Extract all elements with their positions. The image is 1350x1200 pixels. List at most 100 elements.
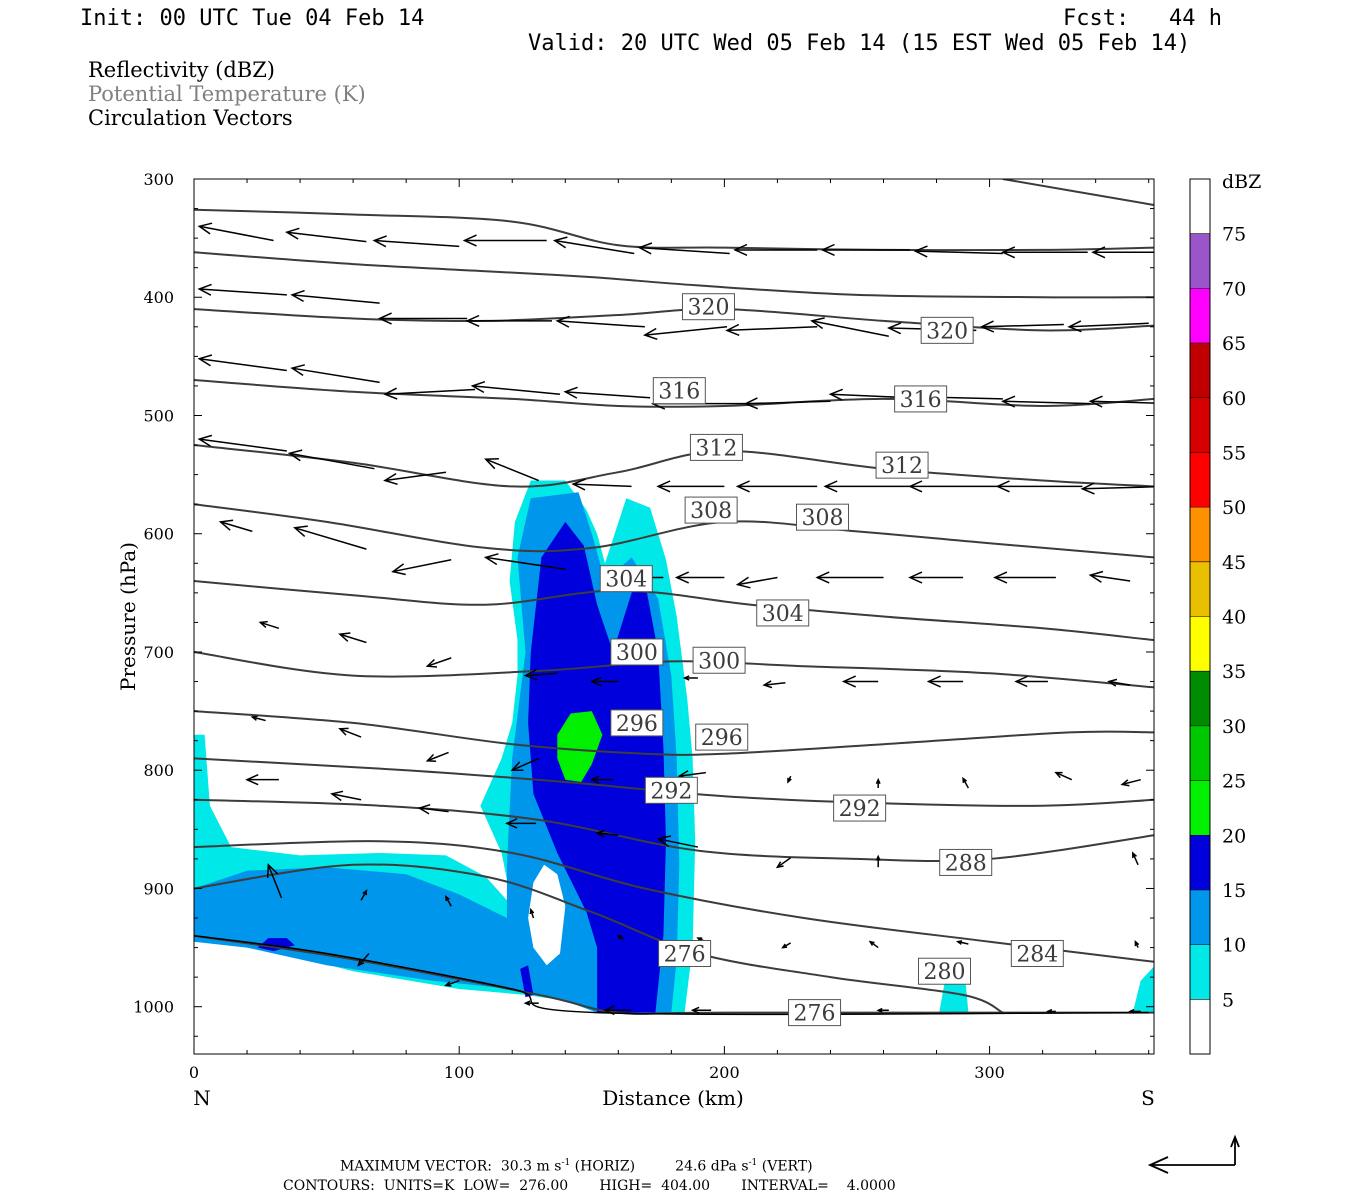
vector-head bbox=[1132, 851, 1137, 858]
theta-label-292: 292 bbox=[644, 776, 698, 804]
vector-shaft bbox=[1002, 400, 1091, 405]
circulation-vector bbox=[908, 480, 998, 493]
layer-label-potential-temperature: Potential Temperature (K) bbox=[88, 82, 366, 106]
vector-head bbox=[637, 242, 653, 255]
vector-head bbox=[483, 553, 499, 566]
y-tick-label: 800 bbox=[143, 761, 174, 780]
y-tick-label: 900 bbox=[143, 879, 174, 898]
theta-label-text: 288 bbox=[945, 851, 987, 876]
theta-label-284: 284 bbox=[1010, 939, 1064, 967]
theta-label-text: 296 bbox=[616, 712, 658, 737]
x-axis-label: Distance (km) bbox=[602, 1086, 744, 1110]
vector-head bbox=[876, 1007, 883, 1013]
circulation-vector bbox=[293, 525, 367, 550]
forecast-hour: Fcst: 44 h bbox=[1063, 6, 1222, 31]
vector-head bbox=[197, 434, 213, 447]
circulation-vector bbox=[287, 449, 375, 470]
vector-head bbox=[1134, 940, 1140, 947]
max-vector-line: MAXIMUM VECTOR: 30.3 m s-1 (HORIZ) 24.6 … bbox=[340, 1159, 813, 1174]
vector-head bbox=[330, 790, 344, 802]
theta-label-box bbox=[610, 638, 664, 666]
vector-shaft bbox=[679, 771, 706, 777]
circulation-vector bbox=[1067, 320, 1149, 333]
y-tick-label: 1000 bbox=[133, 998, 174, 1017]
circulation-vector bbox=[1000, 246, 1088, 259]
vector-head bbox=[293, 525, 308, 537]
vector-head bbox=[555, 315, 570, 328]
vector-head bbox=[250, 715, 258, 721]
vector-head bbox=[362, 889, 368, 896]
theta-label-316: 316 bbox=[652, 377, 706, 405]
vector-shaft bbox=[565, 391, 651, 399]
vector-head bbox=[445, 895, 450, 902]
vector-head bbox=[571, 478, 586, 491]
colorbar-label: 25 bbox=[1222, 771, 1246, 793]
layer-label-circulation-vectors: Circulation Vectors bbox=[88, 106, 293, 130]
vector-head bbox=[815, 571, 830, 584]
theta-label-box bbox=[610, 709, 664, 737]
vector-shaft bbox=[374, 239, 460, 248]
circulation-vector bbox=[266, 863, 283, 899]
theta-label-312: 312 bbox=[689, 433, 743, 461]
vector-shaft bbox=[981, 323, 1064, 328]
theta-label-text: 320 bbox=[687, 296, 729, 321]
colorbar-label: 35 bbox=[1222, 661, 1246, 683]
vector-head bbox=[1128, 1008, 1135, 1014]
circulation-vector bbox=[926, 675, 964, 688]
colorbar-swatch bbox=[1190, 889, 1210, 945]
vector-shaft bbox=[199, 225, 274, 242]
theta-label-276: 276 bbox=[788, 999, 842, 1027]
vector-head bbox=[828, 388, 843, 401]
circulation-vector bbox=[484, 457, 540, 482]
circulation-vector bbox=[762, 680, 786, 689]
vector-head bbox=[875, 854, 881, 861]
vector-head bbox=[926, 675, 941, 688]
vector-shaft bbox=[267, 864, 283, 899]
vector-head bbox=[218, 519, 234, 531]
horiz-value: 30.3 bbox=[500, 1158, 533, 1175]
circulation-vector bbox=[595, 829, 619, 838]
vector-head bbox=[787, 777, 792, 784]
vector-head bbox=[290, 364, 305, 377]
theta-label-308: 308 bbox=[796, 503, 850, 531]
theta-label-320: 320 bbox=[681, 293, 735, 321]
circulation-vector bbox=[637, 242, 730, 255]
vector-head bbox=[993, 571, 1008, 584]
vector-head bbox=[908, 480, 923, 493]
colorbar-label: 30 bbox=[1222, 716, 1246, 738]
circulation-vector bbox=[1014, 675, 1048, 688]
colorbar-label: 40 bbox=[1222, 607, 1246, 629]
vector-head bbox=[377, 312, 392, 325]
y-tick-label: 600 bbox=[143, 525, 174, 544]
theta-contour-280 bbox=[194, 863, 1004, 1014]
theta-label-300: 300 bbox=[692, 646, 746, 674]
circulation-vector bbox=[529, 907, 535, 919]
circulation-vector bbox=[1000, 395, 1091, 408]
vector-shaft bbox=[764, 681, 786, 686]
vector-shaft bbox=[915, 250, 1003, 255]
vector-shaft bbox=[339, 728, 362, 738]
theta-label-text: 316 bbox=[900, 388, 942, 413]
circulation-vector bbox=[1088, 570, 1131, 583]
colorbar-swatch bbox=[1190, 616, 1210, 672]
theta-label-text: 316 bbox=[658, 380, 700, 405]
circulation-vector bbox=[245, 774, 279, 786]
vector-shaft bbox=[427, 751, 449, 762]
colorbar-label: 70 bbox=[1222, 278, 1246, 300]
theta-label-box bbox=[652, 377, 706, 405]
reflectivity-region-15-3 bbox=[257, 938, 295, 952]
vector-head bbox=[1067, 320, 1082, 333]
vector-head bbox=[383, 472, 398, 486]
circulation-vector bbox=[656, 480, 725, 493]
vector-head bbox=[425, 658, 438, 668]
vector-head bbox=[357, 959, 365, 967]
vector-shaft bbox=[1055, 771, 1073, 781]
theta-label-text: 284 bbox=[1016, 942, 1058, 967]
vector-head bbox=[682, 675, 690, 681]
vector-head bbox=[589, 775, 600, 784]
circulation-vector bbox=[197, 222, 274, 242]
colorbar-title: dBZ bbox=[1222, 171, 1261, 193]
vector-head bbox=[733, 243, 748, 256]
circulation-vector bbox=[197, 434, 287, 452]
theta-label-box bbox=[644, 776, 698, 804]
